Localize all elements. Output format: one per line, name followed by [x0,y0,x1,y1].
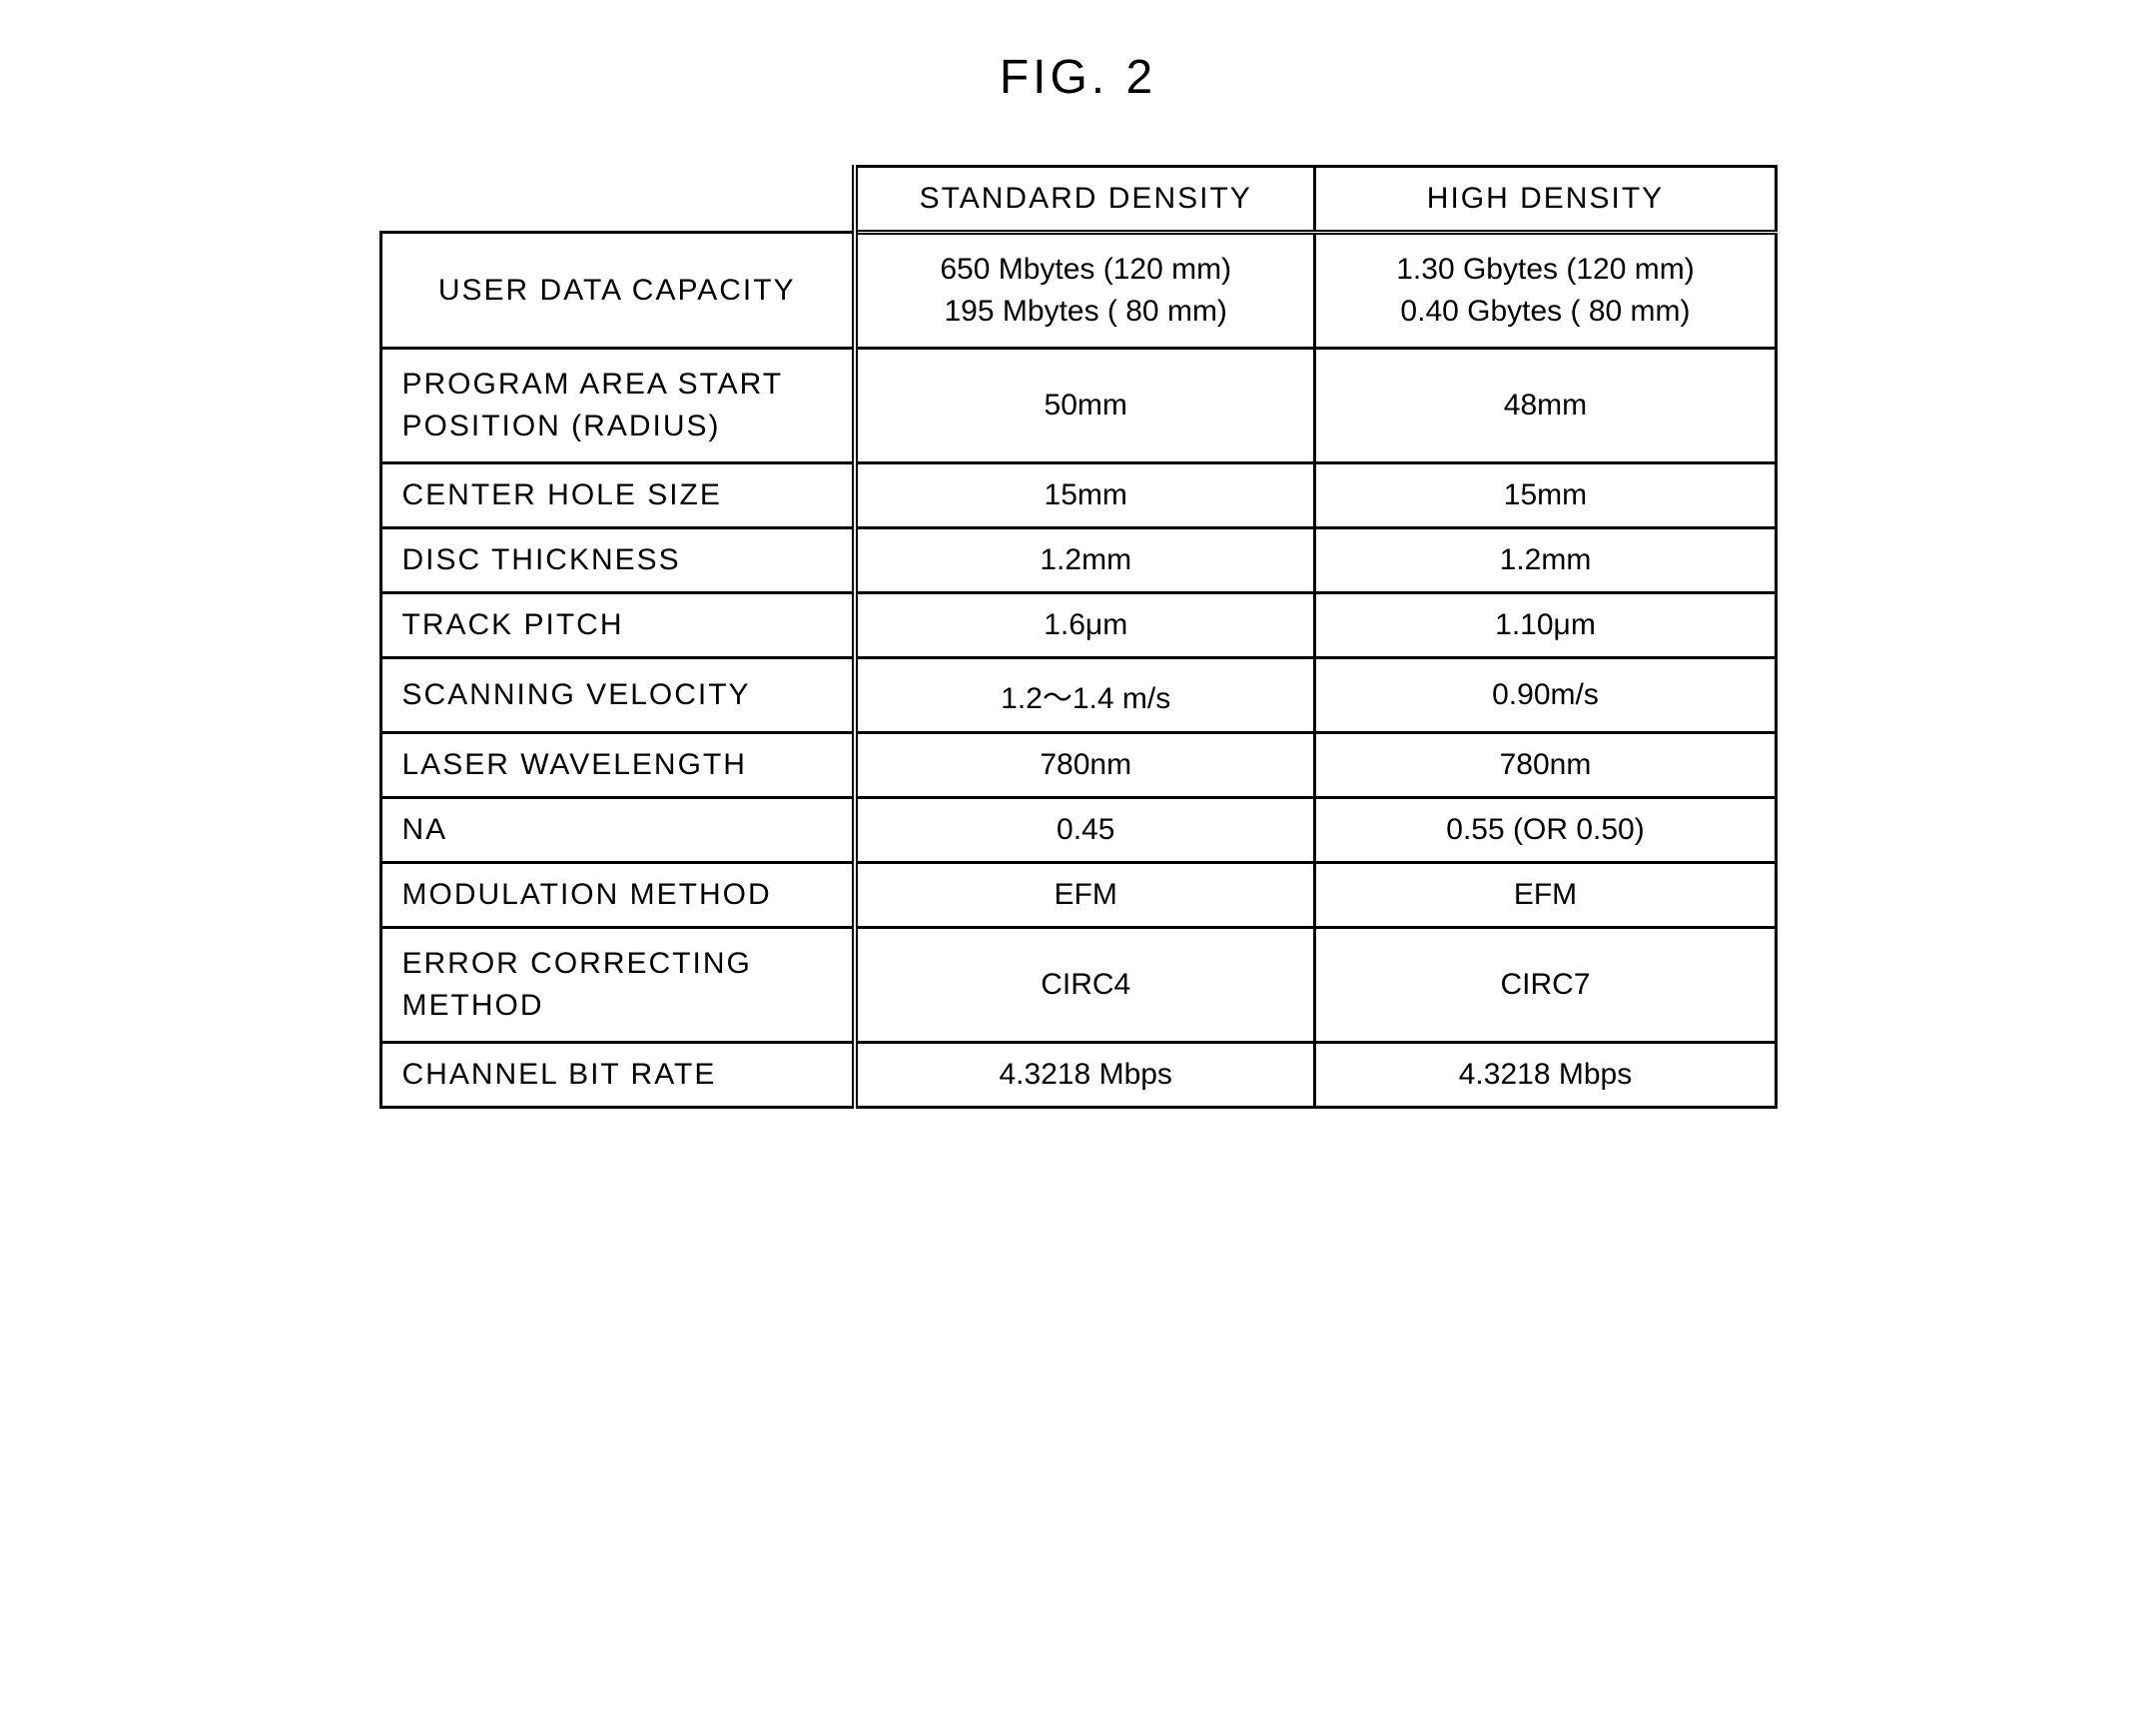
cell-standard: 1.2～1.4 m/s [855,658,1315,733]
cell-high: 1.10μm [1315,593,1776,658]
cell-standard: 780nm [855,733,1315,798]
table-row: CENTER HOLE SIZE 15mm 15mm [380,463,1776,528]
cell-standard: 650 Mbytes (120 mm) 195 Mbytes ( 80 mm) [855,233,1315,349]
row-label: NA [380,798,855,863]
cell-standard: 1.2mm [855,528,1315,593]
row-label: SCANNING VELOCITY [380,658,855,733]
cell-high: EFM [1315,863,1776,928]
row-label: MODULATION METHOD [380,863,855,928]
cell-high: 0.90m/s [1315,658,1776,733]
cell-standard: 0.45 [855,798,1315,863]
row-label: DISC THICKNESS [380,528,855,593]
table-row: SCANNING VELOCITY 1.2～1.4 m/s 0.90m/s [380,658,1776,733]
header-row: STANDARD DENSITY HIGH DENSITY [380,167,1776,233]
cell-high: 48mm [1315,349,1776,463]
cell-high: 0.55 (OR 0.50) [1315,798,1776,863]
table-row: CHANNEL BIT RATE 4.3218 Mbps 4.3218 Mbps [380,1043,1776,1108]
row-label: PROGRAM AREA START POSITION (RADIUS) [380,349,855,463]
table-row: ERROR CORRECTING METHOD CIRC4 CIRC7 [380,928,1776,1043]
cell-high: 780nm [1315,733,1776,798]
cell-standard: CIRC4 [855,928,1315,1043]
row-label: LASER WAVELENGTH [380,733,855,798]
col-header-high: HIGH DENSITY [1315,167,1776,233]
cell-high: 15mm [1315,463,1776,528]
col-header-standard: STANDARD DENSITY [855,167,1315,233]
table-row: MODULATION METHOD EFM EFM [380,863,1776,928]
cell-standard: 4.3218 Mbps [855,1043,1315,1108]
table-row: DISC THICKNESS 1.2mm 1.2mm [380,528,1776,593]
cell-standard: 15mm [855,463,1315,528]
table-row: LASER WAVELENGTH 780nm 780nm [380,733,1776,798]
corner-empty [380,167,855,233]
cell-standard: 1.6μm [855,593,1315,658]
row-label: USER DATA CAPACITY [380,233,855,349]
cell-high: 4.3218 Mbps [1315,1043,1776,1108]
spec-table: STANDARD DENSITY HIGH DENSITY USER DATA … [379,165,1778,1109]
cell-high: 1.30 Gbytes (120 mm) 0.40 Gbytes ( 80 mm… [1315,233,1776,349]
row-label: CENTER HOLE SIZE [380,463,855,528]
figure-title: FIG. 2 [40,50,2116,105]
table-row: USER DATA CAPACITY 650 Mbytes (120 mm) 1… [380,233,1776,349]
row-label: ERROR CORRECTING METHOD [380,928,855,1043]
cell-high: CIRC7 [1315,928,1776,1043]
table-row: TRACK PITCH 1.6μm 1.10μm [380,593,1776,658]
table-row: PROGRAM AREA START POSITION (RADIUS) 50m… [380,349,1776,463]
cell-standard: EFM [855,863,1315,928]
row-label: CHANNEL BIT RATE [380,1043,855,1108]
cell-standard: 50mm [855,349,1315,463]
cell-high: 1.2mm [1315,528,1776,593]
table-row: NA 0.45 0.55 (OR 0.50) [380,798,1776,863]
row-label: TRACK PITCH [380,593,855,658]
